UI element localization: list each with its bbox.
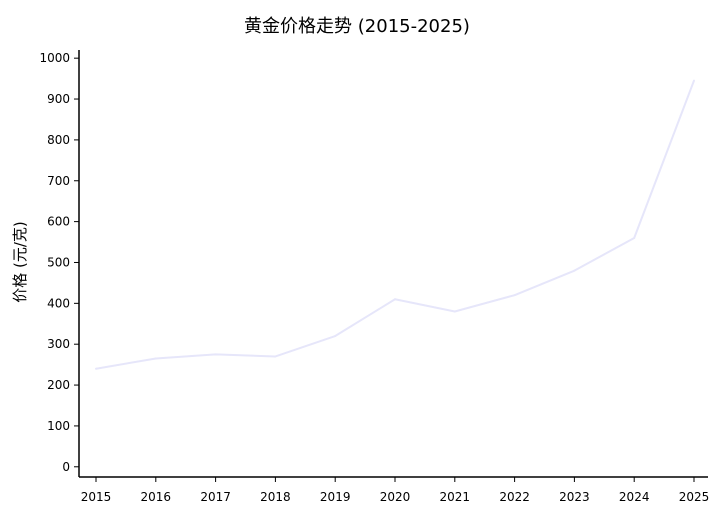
- x-tick-label: 2015: [81, 490, 112, 504]
- data-point: [334, 335, 337, 338]
- y-axis-label: 价格 (元/克): [11, 221, 29, 303]
- data-point: [513, 294, 516, 297]
- x-tick-label: 2020: [380, 490, 411, 504]
- series-line-0: [95, 80, 695, 370]
- data-point: [214, 353, 217, 356]
- chart-title: 黄金价格走势 (2015-2025): [244, 16, 470, 37]
- data-point: [633, 236, 636, 239]
- y-tick-label: 500: [47, 255, 70, 269]
- y-tick-label: 0: [62, 460, 70, 474]
- x-tick-label: 2017: [200, 490, 231, 504]
- y-tick-label: 700: [47, 174, 70, 188]
- x-tick-label: 2016: [141, 490, 172, 504]
- y-tick-label: 200: [47, 378, 70, 392]
- x-axis-ticks: 2015 2016 2017 2018 2019 2020 2021 2022 2023 2024…: [81, 477, 710, 504]
- x-tick-label: 2025: [679, 490, 710, 504]
- x-tick-label: 2022: [499, 490, 530, 504]
- data-point: [573, 269, 576, 272]
- data-point: [154, 357, 157, 360]
- data-point: [693, 79, 695, 82]
- data-point: [274, 355, 277, 358]
- data-point: [453, 310, 456, 313]
- x-tick-label: 2023: [559, 490, 590, 504]
- y-tick-label: 800: [47, 133, 70, 147]
- y-tick-label: 400: [47, 296, 70, 310]
- x-tick-label: 2021: [440, 490, 471, 504]
- x-tick-label: 2018: [260, 490, 291, 504]
- x-tick-label: 2024: [619, 490, 650, 504]
- data-point: [95, 367, 97, 370]
- y-tick-label: 600: [47, 215, 70, 229]
- y-tick-label: 1000: [39, 51, 70, 65]
- y-tick-label: 100: [47, 419, 70, 433]
- series-layer: [95, 79, 695, 370]
- y-tick-label: 300: [47, 337, 70, 351]
- data-point: [394, 298, 396, 301]
- y-axis-ticks: 0 100 200 300 400 500 600 700 800 900 1000: [39, 51, 79, 474]
- y-tick-label: 900: [47, 92, 70, 106]
- x-tick-label: 2019: [320, 490, 351, 504]
